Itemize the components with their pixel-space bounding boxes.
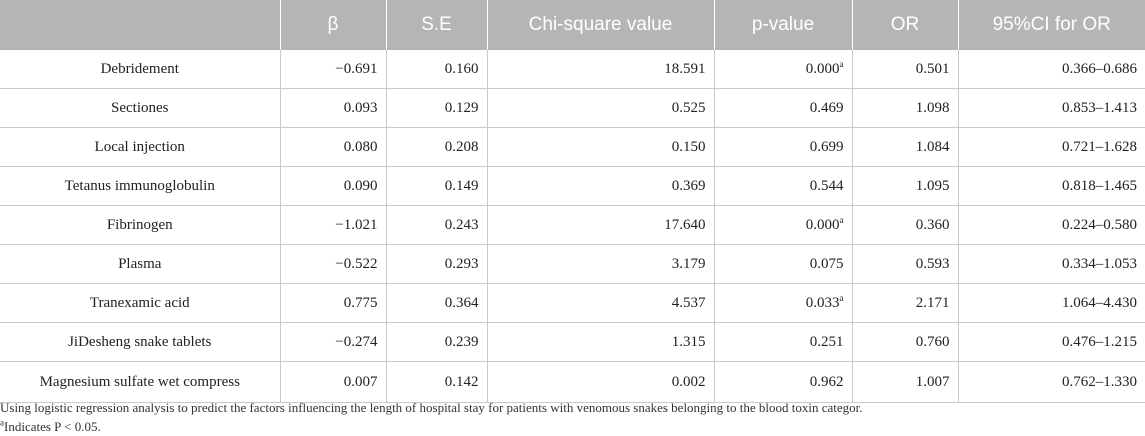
or-cell: 0.760: [851, 322, 958, 362]
se-cell: 0.149: [385, 166, 487, 206]
p-value: 0.251: [809, 333, 844, 350]
se-cell: 0.243: [385, 205, 487, 245]
chi-cell: 17.640: [486, 205, 714, 245]
p-cell: 0.699: [713, 127, 852, 167]
p-cell: 0.469: [713, 88, 852, 128]
header-beta: β: [279, 0, 386, 50]
factor-cell: Magnesium sulfate wet compress: [0, 361, 280, 403]
ci-cell: 0.476–1.215: [957, 322, 1145, 362]
chi-cell: 1.315: [486, 322, 714, 362]
ci-cell: 1.064–4.430: [957, 283, 1145, 323]
header-factor: [0, 0, 280, 50]
factor-cell: Debridement: [0, 50, 280, 89]
significance-mark: a: [839, 214, 844, 225]
beta-cell: −0.274: [279, 322, 386, 362]
ci-cell: 0.853–1.413: [957, 88, 1145, 128]
chi-cell: 4.537: [486, 283, 714, 323]
footnote-mark: a: [0, 417, 4, 428]
header-ci: 95%CI for OR: [957, 0, 1145, 50]
table-row: Tetanus immunoglobulin 0.090 0.149 0.369…: [0, 166, 1145, 206]
ci-cell: 0.762–1.330: [957, 361, 1145, 403]
significance-mark: a: [839, 292, 844, 303]
table-row: Fibrinogen −1.021 0.243 17.640 0.000a 0.…: [0, 205, 1145, 245]
p-value: 0.000: [805, 216, 840, 233]
footnote-mark-text: Indicates P < 0.05.: [4, 419, 101, 434]
p-cell: 0.251: [713, 322, 852, 362]
p-value: 0.962: [809, 373, 844, 390]
beta-cell: 0.775: [279, 283, 386, 323]
or-cell: 1.095: [851, 166, 958, 206]
p-value: 0.075: [809, 255, 844, 272]
chi-cell: 3.179: [486, 244, 714, 284]
p-value: 0.699: [809, 138, 844, 155]
p-value: 0.000: [805, 60, 840, 77]
p-cell: 0.000a: [713, 50, 852, 89]
table-row: Local injection 0.080 0.208 0.150 0.699 …: [0, 127, 1145, 167]
or-cell: 0.501: [851, 50, 958, 89]
p-value: 0.033: [805, 294, 840, 311]
or-cell: 1.007: [851, 361, 958, 403]
header-or: OR: [851, 0, 958, 50]
se-cell: 0.239: [385, 322, 487, 362]
p-value: 0.469: [809, 99, 844, 116]
chi-cell: 0.002: [486, 361, 714, 403]
chi-cell: 0.150: [486, 127, 714, 167]
table-row: JiDesheng snake tablets −0.274 0.239 1.3…: [0, 322, 1145, 362]
ci-cell: 0.818–1.465: [957, 166, 1145, 206]
se-cell: 0.160: [385, 50, 487, 89]
header-chi-square: Chi-square value: [486, 0, 714, 50]
p-cell: 0.000a: [713, 205, 852, 245]
factor-cell: Fibrinogen: [0, 205, 280, 245]
factor-cell: Tranexamic acid: [0, 283, 280, 323]
header-row: β S.E Chi-square value p-value OR 95%CI …: [0, 0, 1145, 50]
p-cell: 0.033a: [713, 283, 852, 323]
se-cell: 0.293: [385, 244, 487, 284]
chi-cell: 0.525: [486, 88, 714, 128]
beta-cell: −0.691: [279, 50, 386, 89]
or-cell: 1.084: [851, 127, 958, 167]
ci-cell: 0.721–1.628: [957, 127, 1145, 167]
beta-cell: 0.080: [279, 127, 386, 167]
beta-cell: 0.090: [279, 166, 386, 206]
or-cell: 0.593: [851, 244, 958, 284]
p-value: 0.544: [809, 177, 844, 194]
header-se: S.E: [385, 0, 487, 50]
beta-cell: 0.093: [279, 88, 386, 128]
regression-table: β S.E Chi-square value p-value OR 95%CI …: [0, 0, 1145, 403]
table-row: Sectiones 0.093 0.129 0.525 0.469 1.098 …: [0, 88, 1145, 128]
or-cell: 0.360: [851, 205, 958, 245]
table-row: Debridement −0.691 0.160 18.591 0.000a 0…: [0, 50, 1145, 89]
factor-cell: Tetanus immunoglobulin: [0, 166, 280, 206]
ci-cell: 0.224–0.580: [957, 205, 1145, 245]
factor-cell: JiDesheng snake tablets: [0, 322, 280, 362]
beta-cell: −1.021: [279, 205, 386, 245]
factor-cell: Plasma: [0, 244, 280, 284]
table-row: Plasma −0.522 0.293 3.179 0.075 0.593 0.…: [0, 244, 1145, 284]
chi-cell: 0.369: [486, 166, 714, 206]
or-cell: 2.171: [851, 283, 958, 323]
se-cell: 0.364: [385, 283, 487, 323]
table-row: Magnesium sulfate wet compress 0.007 0.1…: [0, 361, 1145, 403]
or-cell: 1.098: [851, 88, 958, 128]
p-cell: 0.075: [713, 244, 852, 284]
beta-cell: 0.007: [279, 361, 386, 403]
ci-cell: 0.334–1.053: [957, 244, 1145, 284]
chi-cell: 18.591: [486, 50, 714, 89]
table-footnote: Using logistic regression analysis to pr…: [0, 400, 863, 415]
table-row: Tranexamic acid 0.775 0.364 4.537 0.033a…: [0, 283, 1145, 323]
se-cell: 0.208: [385, 127, 487, 167]
se-cell: 0.142: [385, 361, 487, 403]
significance-footnote: aIndicates P < 0.05.: [0, 417, 1145, 435]
p-cell: 0.544: [713, 166, 852, 206]
ci-cell: 0.366–0.686: [957, 50, 1145, 89]
se-cell: 0.129: [385, 88, 487, 128]
beta-cell: −0.522: [279, 244, 386, 284]
factor-cell: Sectiones: [0, 88, 280, 128]
factor-cell: Local injection: [0, 127, 280, 167]
p-cell: 0.962: [713, 361, 852, 403]
significance-mark: a: [839, 58, 844, 69]
header-p-value: p-value: [713, 0, 852, 50]
